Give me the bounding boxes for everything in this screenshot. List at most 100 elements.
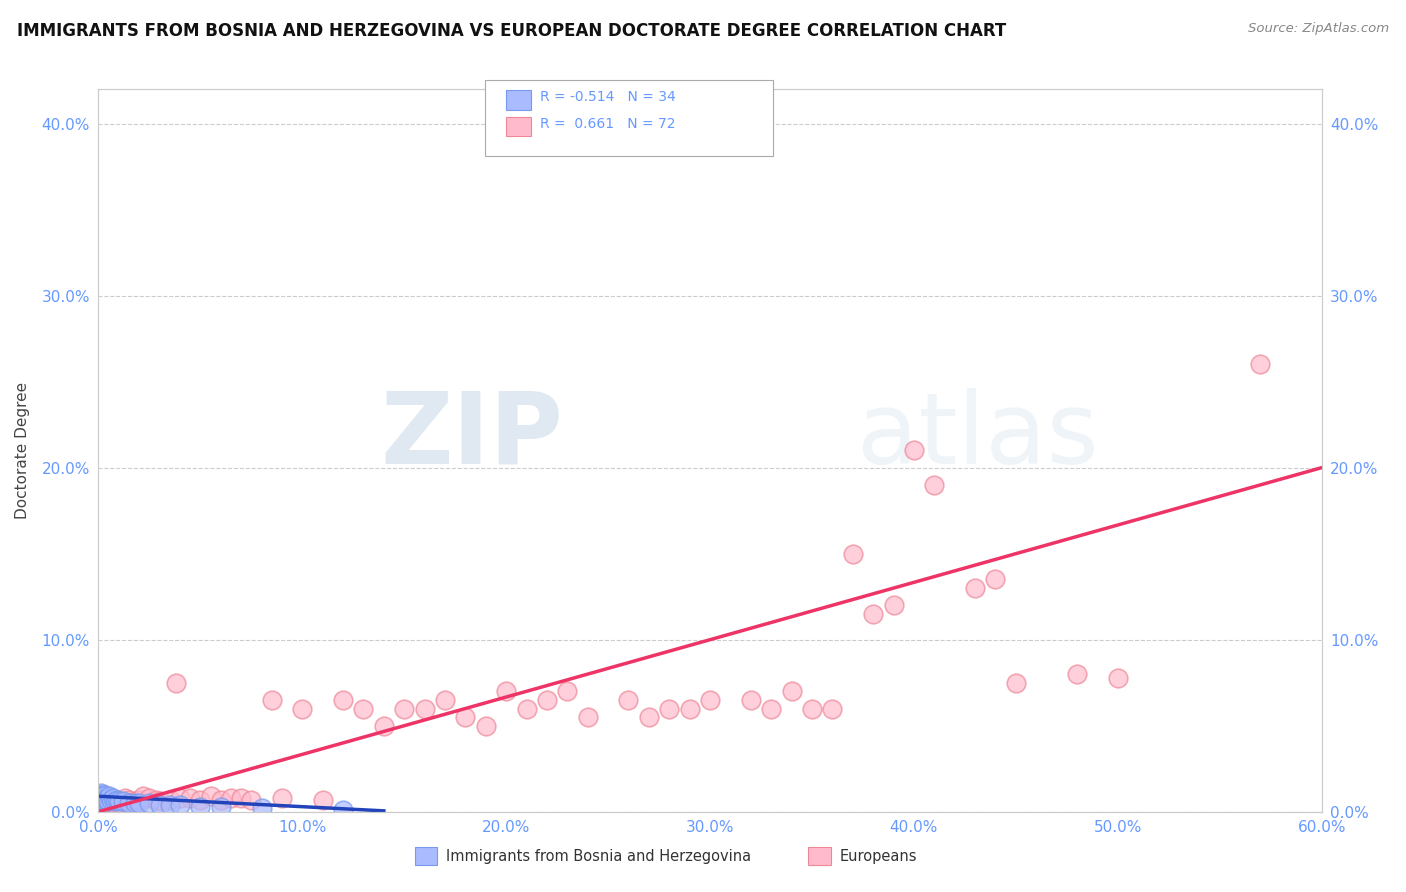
Point <box>1004 675 1026 690</box>
Point <box>392 701 416 715</box>
Point <box>105 794 128 808</box>
Point <box>93 789 115 804</box>
Point <box>169 791 191 805</box>
Text: atlas: atlas <box>856 387 1098 484</box>
Point <box>124 796 146 810</box>
Point <box>89 793 111 807</box>
Point <box>1066 667 1088 681</box>
Text: R =  0.661   N = 72: R = 0.661 N = 72 <box>540 117 675 131</box>
Point <box>91 793 114 807</box>
Point <box>841 547 863 561</box>
Point <box>128 793 150 807</box>
Point <box>111 794 134 808</box>
Point <box>617 693 640 707</box>
Point <box>159 793 181 807</box>
Point <box>91 788 114 802</box>
Point <box>104 794 127 808</box>
Text: ZIP: ZIP <box>381 387 564 484</box>
Point <box>658 701 681 715</box>
Point <box>312 793 335 807</box>
Point <box>110 797 132 812</box>
Point <box>209 799 232 814</box>
Text: IMMIGRANTS FROM BOSNIA AND HERZEGOVINA VS EUROPEAN DOCTORATE DEGREE CORRELATION : IMMIGRANTS FROM BOSNIA AND HERZEGOVINA V… <box>17 22 1007 40</box>
Point <box>114 791 136 805</box>
Point <box>138 796 160 810</box>
Point <box>94 793 117 807</box>
Point <box>699 693 721 707</box>
Point <box>124 794 146 808</box>
Point <box>555 684 579 698</box>
Point <box>108 794 131 808</box>
Point <box>637 710 661 724</box>
Point <box>209 793 232 807</box>
Point <box>862 607 884 621</box>
Text: Immigrants from Bosnia and Herzegovina: Immigrants from Bosnia and Herzegovina <box>446 849 751 863</box>
Point <box>93 791 115 805</box>
Point <box>118 793 141 807</box>
Point <box>495 684 517 698</box>
Point <box>179 791 201 805</box>
Point <box>1107 671 1129 685</box>
Point <box>903 443 925 458</box>
Point <box>100 794 122 808</box>
Point <box>97 791 120 805</box>
Point <box>536 693 558 707</box>
Point <box>821 701 844 715</box>
Point <box>120 796 142 810</box>
Point <box>188 793 212 807</box>
Point <box>1249 358 1271 372</box>
Point <box>984 573 1007 587</box>
Point <box>270 791 294 805</box>
Point <box>101 796 124 810</box>
Point <box>101 791 124 805</box>
Point <box>89 797 111 812</box>
Point <box>132 789 155 804</box>
Point <box>165 675 187 690</box>
Point <box>90 791 112 805</box>
Point <box>90 789 112 804</box>
Point <box>118 796 141 810</box>
Point <box>332 693 354 707</box>
Point <box>352 701 374 715</box>
Point <box>231 791 253 805</box>
Point <box>97 794 120 808</box>
Point <box>332 803 354 817</box>
Text: R = -0.514   N = 34: R = -0.514 N = 34 <box>540 90 676 104</box>
Point <box>108 796 131 810</box>
Point <box>679 701 702 715</box>
Text: Europeans: Europeans <box>839 849 917 863</box>
Point <box>104 793 127 807</box>
Point <box>219 791 242 805</box>
Point <box>965 581 987 595</box>
Point <box>240 793 263 807</box>
Point <box>100 793 122 807</box>
Point <box>96 796 118 810</box>
Point <box>149 794 172 808</box>
Point <box>260 693 283 707</box>
Point <box>780 684 803 698</box>
Point <box>94 788 117 802</box>
Y-axis label: Doctorate Degree: Doctorate Degree <box>15 382 31 519</box>
Point <box>90 786 112 800</box>
Point <box>97 794 120 808</box>
Point <box>97 789 120 804</box>
Point <box>373 719 395 733</box>
Point <box>93 797 115 812</box>
Point <box>516 701 538 715</box>
Point <box>740 693 762 707</box>
Text: Source: ZipAtlas.com: Source: ZipAtlas.com <box>1249 22 1389 36</box>
Point <box>89 789 111 804</box>
Point <box>111 794 134 808</box>
Point <box>250 801 273 815</box>
Point <box>105 793 128 807</box>
Point <box>89 788 111 802</box>
Point <box>128 796 150 810</box>
Point <box>188 799 212 814</box>
Point <box>159 797 181 812</box>
Point <box>922 478 945 492</box>
Point <box>169 797 191 812</box>
Point <box>96 791 118 805</box>
Point <box>576 710 599 724</box>
Point <box>200 789 222 804</box>
Point <box>149 797 172 812</box>
